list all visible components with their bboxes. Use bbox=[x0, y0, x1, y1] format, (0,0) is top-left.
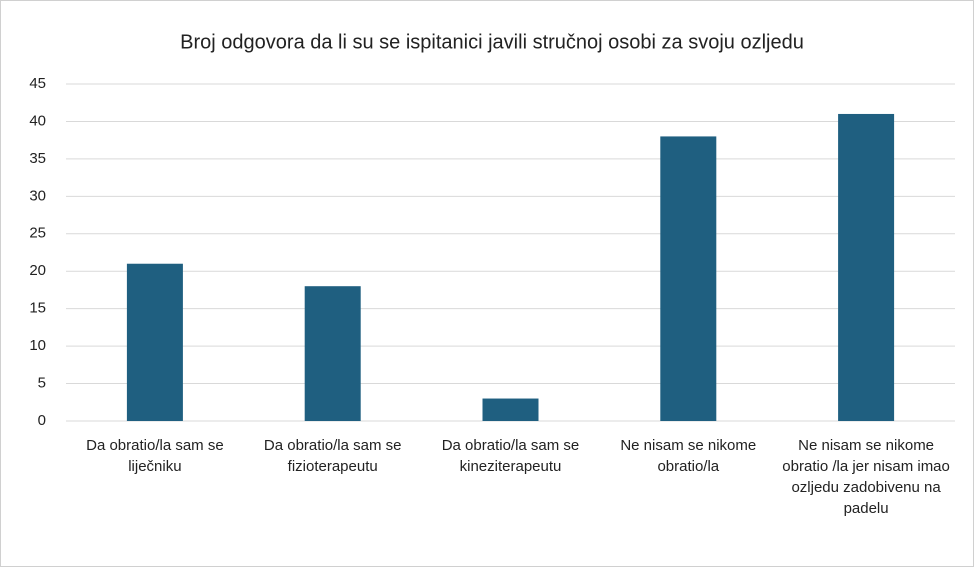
y-tick-label: 15 bbox=[29, 300, 46, 317]
x-tick-label: Ne nisam se nikome obratio /la jer nisam … bbox=[782, 437, 950, 517]
y-tick-label: 20 bbox=[29, 262, 46, 279]
chart-title: Broj odgovora da li su se ispitanici jav… bbox=[180, 31, 804, 53]
y-tick-label: 25 bbox=[29, 225, 46, 242]
y-tick-label: 10 bbox=[29, 337, 46, 354]
bar bbox=[482, 398, 539, 421]
x-tick-label: Da obratio/la sam se liječniku bbox=[86, 437, 224, 475]
bar bbox=[838, 113, 895, 421]
y-tick-label: 30 bbox=[29, 187, 46, 204]
y-tick-label: 0 bbox=[38, 412, 46, 429]
x-tick-label: Ne nisam se nikome obratio/la bbox=[620, 437, 756, 475]
y-tick-label: 35 bbox=[29, 150, 46, 167]
y-tick-label: 45 bbox=[29, 75, 46, 92]
y-tick-label: 40 bbox=[29, 112, 46, 129]
bar bbox=[660, 136, 717, 421]
x-tick-label: Da obratio/la sam se kineziterapeutu bbox=[442, 437, 580, 475]
bar bbox=[304, 286, 361, 421]
bar bbox=[126, 263, 183, 421]
y-tick-label: 5 bbox=[38, 375, 46, 392]
x-tick-label: Da obratio/la sam se fizioterapeutu bbox=[264, 437, 402, 475]
